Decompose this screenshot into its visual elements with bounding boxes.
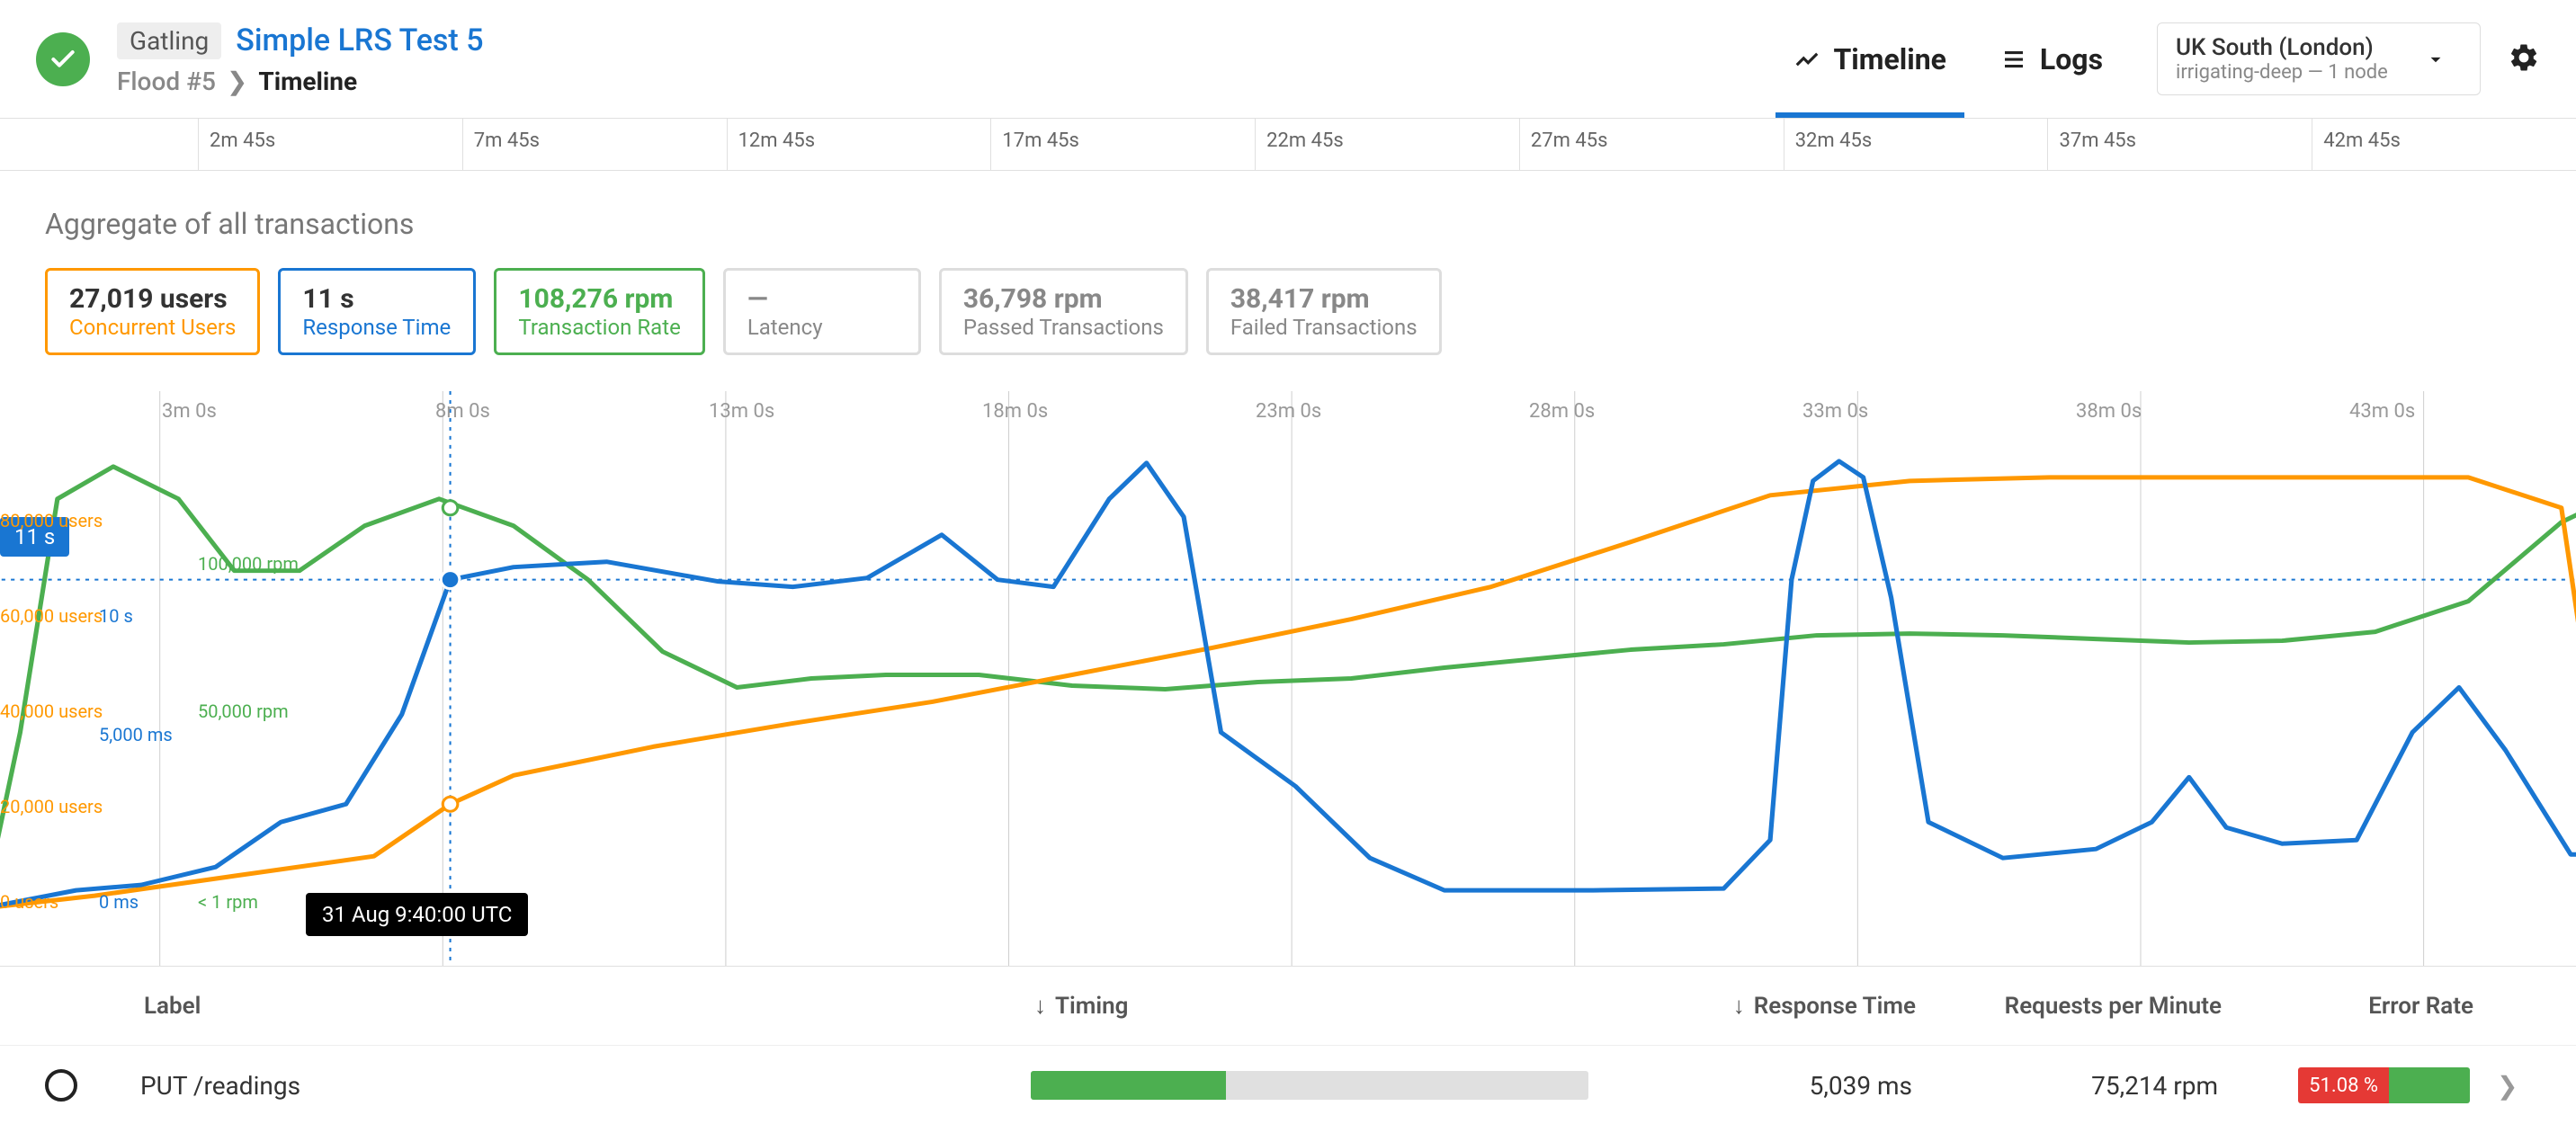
tool-badge: Gatling	[117, 22, 221, 59]
axis-label: 100,000 rpm	[198, 553, 299, 575]
grid-time-label: 38m 0s	[2076, 400, 2142, 423]
metric-concurrent-users[interactable]: 27,019 users Concurrent Users	[45, 268, 260, 355]
grid-time-label: 28m 0s	[1529, 400, 1595, 423]
grid-time-label: 18m 0s	[982, 400, 1048, 423]
col-rpm[interactable]: Requests per Minute	[1916, 993, 2222, 1020]
axis-label: 10 s	[99, 605, 133, 627]
metric-transaction-rate[interactable]: 108,276 rpm Transaction Rate	[494, 268, 704, 355]
list-icon	[2000, 46, 2027, 73]
flood-number: Flood #5	[117, 67, 216, 96]
axis-label: 40,000 users	[0, 700, 103, 722]
axis-label: 0 users	[0, 891, 58, 913]
region-sub: irrigating-deep — 1 node	[2176, 61, 2388, 84]
region-selector[interactable]: UK South (London) irrigating-deep — 1 no…	[2157, 22, 2481, 95]
col-timing[interactable]: ↓Timing	[1034, 992, 1664, 1020]
timeline-chart[interactable]: 11 s 31 Aug 9:40:00 UTC 80,000 users60,0…	[0, 391, 2576, 967]
grid-time-label: 8m 0s	[435, 400, 490, 423]
grid-time-label: 23m 0s	[1256, 400, 1321, 423]
chart-line-icon	[1793, 46, 1820, 73]
test-title-link[interactable]: Simple LRS Test 5	[236, 22, 483, 58]
metric-failed-transactions[interactable]: 38,417 rpm Failed Transactions	[1206, 268, 1442, 355]
grid-time-label: 33m 0s	[1802, 400, 1868, 423]
axis-label: 0 ms	[99, 891, 139, 913]
col-error-rate[interactable]: Error Rate	[2222, 993, 2473, 1020]
chevron-down-icon	[2424, 48, 2447, 71]
time-ruler: 2m 45s7m 45s12m 45s17m 45s22m 45s27m 45s…	[0, 119, 2576, 171]
ruler-tick: 17m 45s	[990, 119, 1255, 170]
grid-time-label: 43m 0s	[2349, 400, 2415, 423]
title-area: Gatling Simple LRS Test 5 Flood #5 ❯ Tim…	[117, 22, 1793, 96]
table-row[interactable]: PUT /readings 5,039 ms 75,214 rpm 51.08 …	[0, 1046, 2576, 1125]
settings-button[interactable]	[2508, 41, 2540, 77]
page-header: Gatling Simple LRS Test 5 Flood #5 ❯ Tim…	[0, 0, 2576, 119]
metrics-row: 27,019 users Concurrent Users 11 s Respo…	[45, 268, 2531, 355]
ruler-tick: 37m 45s	[2047, 119, 2312, 170]
view-tabs: Timeline Logs	[1793, 0, 2103, 118]
row-err: 51.08 %	[2218, 1067, 2470, 1103]
sort-down-icon: ↓	[1733, 993, 1745, 1020]
hover-time-tooltip: 31 Aug 9:40:00 UTC	[306, 893, 528, 936]
grid-time-label: 3m 0s	[162, 400, 217, 423]
grid-time-label: 13m 0s	[709, 400, 774, 423]
row-rt: 5,039 ms	[1660, 1071, 1912, 1101]
tab-logs-label: Logs	[2040, 42, 2103, 76]
metric-passed-transactions[interactable]: 36,798 rpm Passed Transactions	[939, 268, 1188, 355]
transactions-table-body: PUT /readings 5,039 ms 75,214 rpm 51.08 …	[0, 1046, 2576, 1125]
axis-label: 5,000 ms	[99, 724, 173, 745]
ruler-tick: 12m 45s	[727, 119, 991, 170]
axis-label: 50,000 rpm	[198, 700, 289, 722]
col-response-time[interactable]: ↓Response Time	[1664, 992, 1916, 1020]
gear-icon	[2508, 41, 2540, 74]
tab-timeline[interactable]: Timeline	[1793, 0, 1945, 118]
ruler-tick: 27m 45s	[1519, 119, 1784, 170]
row-label: PUT /readings	[140, 1071, 1031, 1101]
section-title: Aggregate of all transactions	[45, 207, 2531, 241]
ruler-tick: 22m 45s	[1255, 119, 1519, 170]
axis-label: < 1 rpm	[198, 891, 258, 913]
tab-timeline-label: Timeline	[1833, 42, 1945, 76]
tab-logs[interactable]: Logs	[2000, 0, 2103, 118]
row-timing	[1031, 1071, 1660, 1100]
chevron-right-icon: ❯	[227, 67, 247, 96]
axis-label: 60,000 users	[0, 605, 103, 627]
row-rpm: 75,214 rpm	[1912, 1071, 2218, 1101]
ruler-tick: 42m 45s	[2312, 119, 2576, 170]
sort-down-icon: ↓	[1034, 993, 1046, 1020]
transactions-table-header: Label ↓Timing ↓Response Time Requests pe…	[0, 967, 2576, 1046]
row-toggle-icon[interactable]	[45, 1069, 77, 1102]
status-success-icon	[36, 32, 90, 86]
region-name: UK South (London)	[2176, 34, 2388, 61]
metric-latency[interactable]: — Latency	[723, 268, 921, 355]
ruler-tick: 7m 45s	[462, 119, 727, 170]
axis-label: 20,000 users	[0, 796, 103, 817]
metric-response-time[interactable]: 11 s Response Time	[278, 268, 476, 355]
ruler-tick: 32m 45s	[1784, 119, 2048, 170]
breadcrumb-current: Timeline	[258, 67, 357, 96]
chevron-right-icon[interactable]: ❯	[2497, 1071, 2518, 1101]
axis-label: 80,000 users	[0, 510, 103, 531]
col-label[interactable]: Label	[45, 993, 1034, 1020]
ruler-tick: 2m 45s	[198, 119, 462, 170]
